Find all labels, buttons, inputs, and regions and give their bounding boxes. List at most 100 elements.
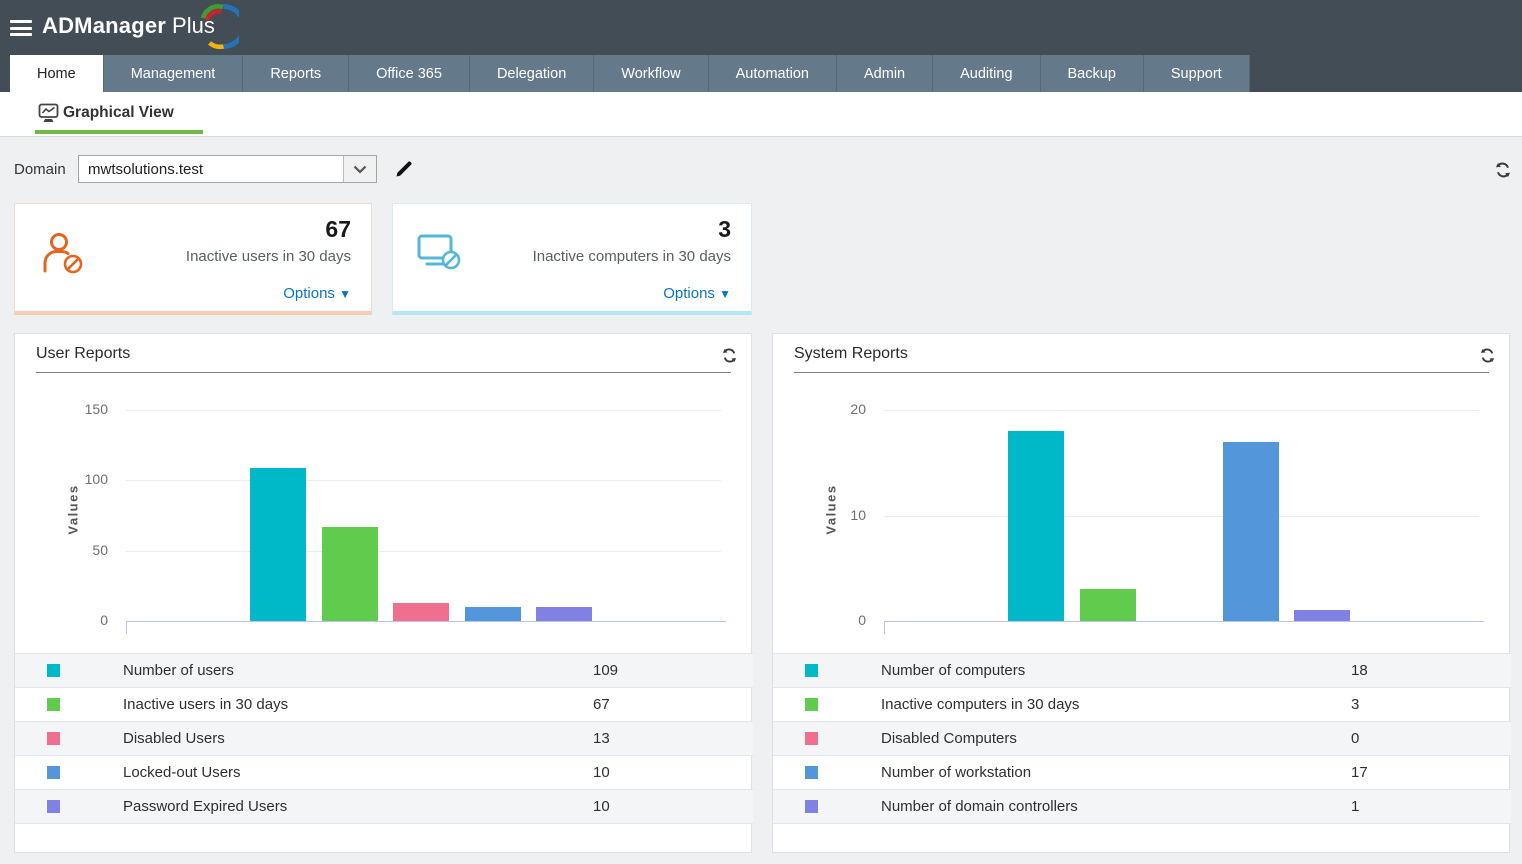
legend-row-number-of-computers[interactable]: Number of computers 18: [773, 654, 1511, 688]
tab-delegation[interactable]: Delegation: [469, 55, 595, 92]
inactive-computers-options-button[interactable]: Options ▼: [663, 285, 731, 302]
legend-label: Number of users: [123, 662, 234, 679]
tab-admin[interactable]: Admin: [837, 55, 934, 92]
bar-number-of-workstation[interactable]: [1223, 442, 1279, 621]
pencil-icon[interactable]: [394, 159, 414, 179]
panel-divider: [36, 372, 731, 373]
legend-row-inactive-users-in-30-days[interactable]: Inactive users in 30 days 67: [15, 688, 753, 722]
menu-icon[interactable]: [10, 20, 32, 36]
bar-locked-out-users[interactable]: [465, 607, 521, 621]
system-reports-legend-table: Number of computers 18 Inactive computers …: [773, 653, 1511, 824]
refresh-icon[interactable]: [1494, 161, 1512, 179]
caret-down-icon: ▼: [719, 287, 731, 301]
subnav-bar: Graphical View: [0, 92, 1522, 137]
y-tick-0: 0: [100, 612, 108, 628]
subnav-title: Graphical View: [63, 104, 174, 121]
domain-select[interactable]: mwtsolutions.test: [78, 155, 377, 183]
nav-tabbar: Home Management Reports Office 365 Delegatio…: [0, 55, 1522, 92]
legend-value: 17: [1351, 764, 1368, 781]
y-tick-0: 0: [858, 612, 866, 628]
app-logo: ADManager Plus: [42, 13, 215, 39]
legend-swatch: [47, 664, 60, 677]
refresh-icon[interactable]: [721, 347, 738, 364]
y-tick-50: 50: [92, 542, 108, 558]
logo-primary: ADManager: [42, 13, 167, 38]
user-reports-chart: Values 0 50 100 150: [15, 374, 753, 654]
legend-label: Disabled Computers: [881, 730, 1017, 747]
legend-label: Password Expired Users: [123, 798, 288, 815]
refresh-icon[interactable]: [1479, 347, 1496, 364]
bar-password-expired-users[interactable]: [536, 607, 592, 621]
gridline-10: [884, 516, 1479, 517]
panel-divider: [794, 372, 1489, 373]
bar-number-of-computers[interactable]: [1008, 431, 1064, 621]
legend-swatch: [805, 766, 818, 779]
caret-down-icon: ▼: [339, 287, 351, 301]
domain-label: Domain: [14, 161, 66, 178]
legend-swatch: [805, 732, 818, 745]
tab-support[interactable]: Support: [1143, 55, 1250, 92]
legend-row-disabled-users[interactable]: Disabled Users 13: [15, 722, 753, 756]
tab-auditing[interactable]: Auditing: [933, 55, 1041, 92]
y-tick-10: 10: [850, 507, 866, 523]
system-reports-panel: System Reports Values 0 10 20 Number of com…: [772, 333, 1511, 853]
legend-row-inactive-computers-in-30-days[interactable]: Inactive computers in 30 days 3: [773, 688, 1511, 722]
bar-number-of-domain-controllers[interactable]: [1294, 610, 1350, 621]
legend-row-locked-out-users[interactable]: Locked-out Users 10: [15, 756, 753, 790]
gridline-50: [126, 551, 721, 552]
x-axis-tick: [884, 621, 885, 634]
legend-value: 10: [593, 798, 610, 815]
legend-label: Inactive computers in 30 days: [881, 696, 1080, 713]
legend-row-number-of-domain-controllers[interactable]: Number of domain controllers 1: [773, 790, 1511, 824]
x-axis-tick: [126, 621, 127, 634]
system-reports-title: System Reports: [794, 345, 908, 362]
legend-value: 13: [593, 730, 610, 747]
inactive-computers-label: Inactive computers in 30 days: [532, 248, 731, 265]
inactive-users-label: Inactive users in 30 days: [185, 248, 351, 265]
bar-disabled-users[interactable]: [393, 603, 449, 621]
legend-row-number-of-users[interactable]: Number of users 109: [15, 654, 753, 688]
chevron-down-icon[interactable]: [343, 156, 376, 182]
legend-value: 1: [1351, 798, 1360, 815]
tab-automation[interactable]: Automation: [708, 55, 837, 92]
legend-value: 109: [593, 662, 619, 679]
legend-swatch: [47, 698, 60, 711]
system-reports-chart: Values 0 10 20: [773, 374, 1511, 654]
card-inactive-computers: 3 Inactive computers in 30 days Options …: [392, 203, 752, 315]
legend-row-disabled-computers[interactable]: Disabled Computers 0: [773, 722, 1511, 756]
legend-swatch: [47, 732, 60, 745]
legend-label: Disabled Users: [123, 730, 225, 747]
inactive-user-icon: [43, 233, 83, 274]
tab-workflow[interactable]: Workflow: [594, 55, 709, 92]
app-header: ADManager Plus: [0, 0, 1522, 55]
x-axis-line: [884, 621, 1484, 622]
legend-row-number-of-workstation[interactable]: Number of workstation 17: [773, 756, 1511, 790]
legend-row-password-expired-users[interactable]: Password Expired Users 10: [15, 790, 753, 824]
legend-swatch: [47, 800, 60, 813]
legend-swatch: [47, 766, 60, 779]
y-tick-100: 100: [84, 471, 108, 487]
legend-swatch: [805, 800, 818, 813]
bar-number-of-users[interactable]: [250, 468, 306, 621]
legend-swatch: [805, 664, 818, 677]
tab-backup[interactable]: Backup: [1040, 55, 1144, 92]
tab-reports[interactable]: Reports: [243, 55, 350, 92]
tab-management[interactable]: Management: [103, 55, 244, 92]
bar-inactive-computers-in-30-days[interactable]: [1080, 589, 1136, 621]
legend-label: Number of computers: [881, 662, 1026, 679]
subnav-active-indicator: [35, 130, 203, 134]
bar-inactive-users-in-30-days[interactable]: [322, 527, 378, 621]
card-inactive-users: 67 Inactive users in 30 days Options ▼: [14, 203, 372, 315]
tab-home[interactable]: Home: [10, 55, 104, 92]
x-axis-line: [126, 621, 726, 622]
legend-value: 67: [593, 696, 610, 713]
y-tick-150: 150: [84, 401, 108, 417]
y-tick-20: 20: [850, 401, 866, 417]
legend-value: 0: [1351, 730, 1360, 747]
tab-office-365[interactable]: Office 365: [349, 55, 470, 92]
inactive-users-options-button[interactable]: Options ▼: [283, 285, 351, 302]
legend-value: 10: [593, 764, 610, 781]
logo-swoosh-icon: [200, 4, 239, 50]
legend-label: Locked-out Users: [123, 764, 241, 781]
